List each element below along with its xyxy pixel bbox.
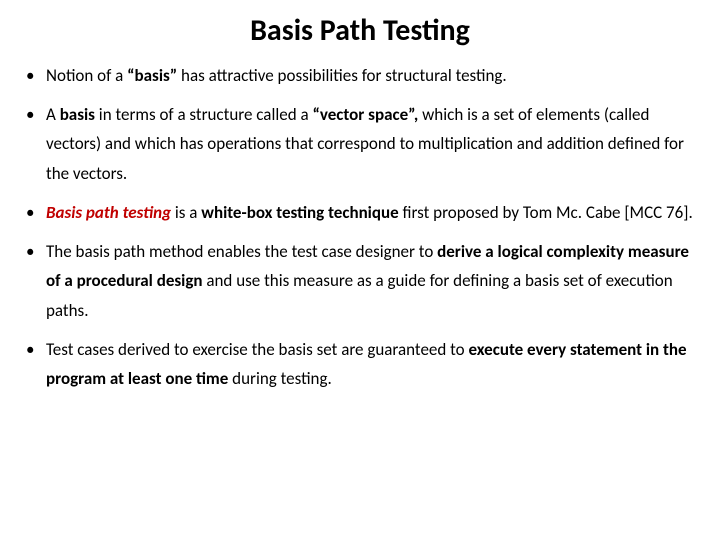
bullet-item: The basis path method enables the test c… — [22, 237, 698, 325]
text-run: “basis” — [127, 65, 177, 86]
bullet-item: Basis path testing is a white-box testin… — [22, 198, 698, 227]
text-run: Basis path testing — [46, 202, 171, 223]
slide-title: Basis Path Testing — [22, 12, 698, 49]
text-run: A — [46, 104, 60, 125]
text-run: during testing. — [228, 368, 331, 389]
text-run: first proposed by Tom Mc. Cabe [MCC 76]. — [399, 202, 693, 223]
text-run: basis — [60, 104, 95, 125]
text-run: “vector space”, — [312, 104, 418, 125]
bullet-list: Notion of a “basis” has attractive possi… — [22, 61, 698, 530]
bullet-item: A basis in terms of a structure called a… — [22, 100, 698, 188]
text-run: white-box testing technique — [201, 202, 398, 223]
text-run: is a — [171, 202, 201, 223]
bullet-item: Notion of a “basis” has attractive possi… — [22, 61, 698, 90]
text-run: Notion of a — [46, 65, 127, 86]
text-run: The basis path method enables the test c… — [46, 241, 437, 262]
slide: Basis Path Testing Notion of a “basis” h… — [0, 0, 720, 540]
text-run: Test cases derived to exercise the basis… — [46, 339, 468, 360]
text-run: in terms of a structure called a — [95, 104, 313, 125]
text-run: has attractive possibilities for structu… — [177, 65, 507, 86]
bullet-item: Test cases derived to exercise the basis… — [22, 335, 698, 393]
